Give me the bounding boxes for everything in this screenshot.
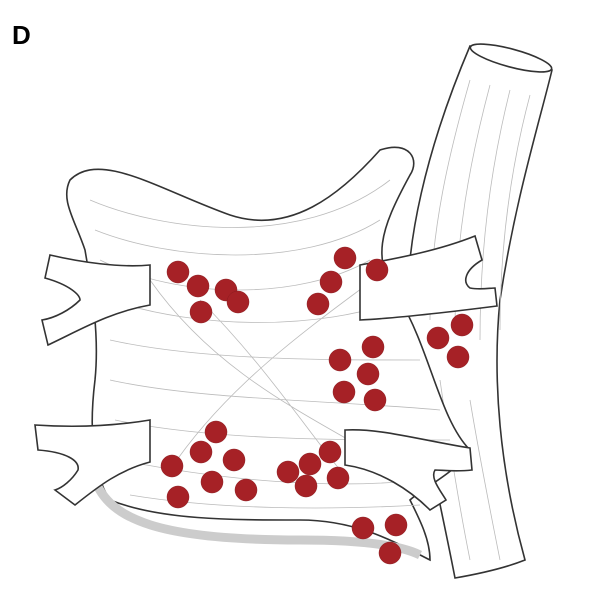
pulmonary-veins <box>34 234 498 512</box>
ganglia-dots <box>160 246 474 565</box>
panel-label: D <box>12 20 31 50</box>
atrium <box>65 146 471 562</box>
